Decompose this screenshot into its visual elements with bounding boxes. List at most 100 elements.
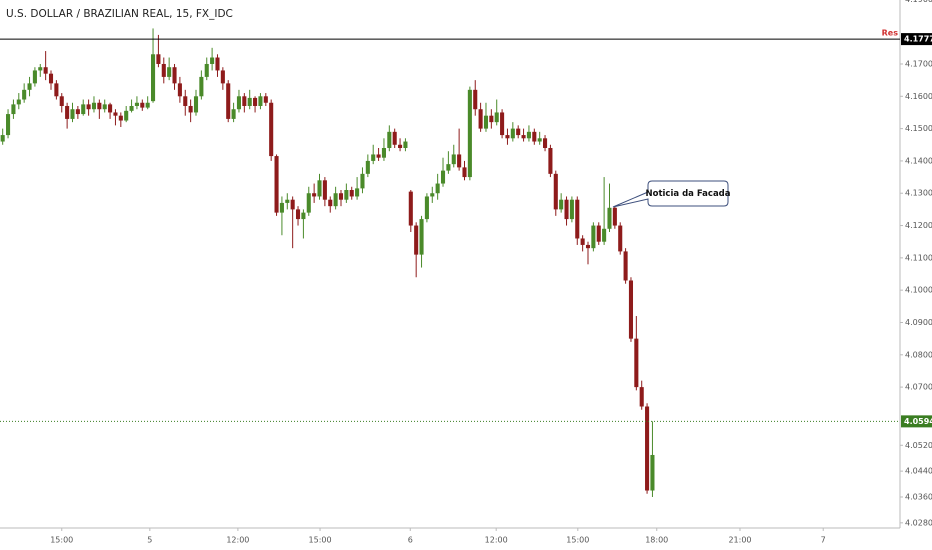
candle-body [97,102,102,110]
y-tick-label: 4.1200 [905,221,932,230]
candle-body [328,199,333,207]
candle-body [473,89,478,110]
candle-body [65,105,70,119]
candle-body [403,141,408,148]
candle-body [215,57,220,71]
candle-body [167,67,172,77]
x-tick-label: 6 [408,536,413,545]
candle-body [344,190,349,200]
candle-body [312,193,317,197]
candle-body [231,109,236,119]
candle-body [349,190,354,197]
candle-body [124,110,129,121]
x-tick-label: 5 [147,536,152,545]
candle-body [510,128,515,139]
y-tick-label: 4.1000 [905,286,932,295]
candle-body [285,199,290,203]
candle-body [333,193,338,207]
y-tick-label: 4.1600 [905,92,932,101]
candle-body [263,96,268,103]
candle-body [269,102,274,157]
candle-body [376,154,381,158]
candle-body [306,193,311,213]
y-tick-label: 4.0280 [905,518,932,527]
x-tick-label: 15:00 [566,536,589,545]
y-tick-label: 4.1100 [905,253,932,262]
candle-body [242,96,247,106]
candle-body [54,83,59,97]
candle-body [580,238,585,245]
candle-body [129,105,134,111]
candle-body [483,115,489,129]
candle-body [295,209,301,220]
candle-body [634,338,639,388]
candle-body [650,454,655,491]
candle-body [381,147,386,158]
y-tick-label: 4.0360 [905,492,932,501]
candle-body [134,102,139,106]
level-price-box [901,33,932,46]
candle-body [183,96,188,106]
candle-body [559,199,564,210]
candle-body [596,225,601,242]
y-tick-label: 4.0800 [905,350,932,359]
candle-body [113,112,118,116]
candle-body [537,138,542,142]
candle-body [478,109,483,129]
y-tick-label: 4.1700 [905,59,932,68]
candle-body [618,225,623,252]
y-tick-label: 4.0520 [905,441,932,450]
candle-body [338,193,344,200]
candle-body [548,147,553,174]
candle-body [489,115,494,123]
candle-body [0,135,5,142]
candle-body [301,212,306,220]
candle-body [591,225,596,249]
candle-body [419,219,424,255]
callout-box [612,180,729,208]
last-price-box [901,415,932,428]
candle-body [210,57,215,64]
candle-body [151,54,156,102]
level-price: 4.1777 [904,35,932,44]
candle-body [564,199,569,220]
candle-body [81,104,86,115]
candle-body [639,387,644,407]
candle-body [435,183,440,194]
candles [0,28,655,497]
candle-body [290,199,295,210]
candle-body [553,173,558,210]
candle-body [360,173,365,189]
candle-body [258,96,263,106]
candle-body [253,97,258,106]
candle-body [645,406,650,491]
candle-body [118,115,123,121]
candle-body [424,196,429,220]
candle-body [355,188,360,197]
y-tick-label: 4.1300 [905,189,932,198]
candle-body [161,63,166,77]
candle-body [91,102,97,110]
x-tick-label: 15:00 [50,536,73,545]
candle-body [575,199,580,239]
y-tick-label: 4.0900 [905,318,932,327]
candle-body [516,128,521,136]
candle-body [32,70,37,84]
candle-body [408,191,413,226]
candle-body [108,104,113,113]
candle-body [247,97,252,106]
candle-body [6,114,11,136]
candle-body [521,135,526,139]
x-tick-label: 12:00 [485,536,508,545]
candle-body [172,67,177,84]
candle-body [457,154,462,168]
candle-body [569,199,574,220]
candle-body [532,131,537,142]
candle-body [414,225,419,255]
x-tick-label: 12:00 [226,536,249,545]
candle-body [274,156,279,213]
candle-body [365,160,370,174]
y-tick-label: 4.1500 [905,124,932,133]
candle-body [500,112,505,136]
